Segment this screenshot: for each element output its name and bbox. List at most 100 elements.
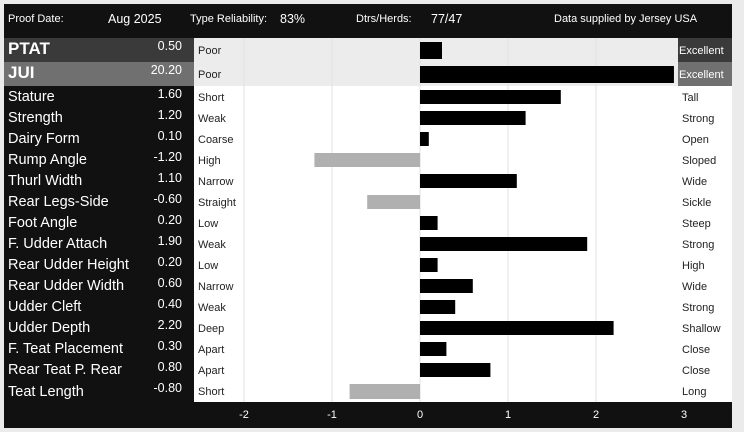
- bar-strength: [420, 111, 526, 125]
- trait-name-udder-depth: Udder Depth: [8, 320, 91, 336]
- trait-value-rear-teat-p-rear: 0.80: [157, 360, 182, 374]
- low-label-rump-angle: High: [198, 154, 221, 167]
- high-label-udder-depth: Shallow: [682, 322, 721, 335]
- trait-value-f-udder-attach: 1.90: [157, 234, 182, 248]
- high-label-dairy-form: Open: [682, 133, 709, 146]
- x-axis: -2 -1 0 1 2 3: [194, 404, 687, 428]
- high-label-rear-udder-height: High: [682, 259, 705, 272]
- low-label-rear-udder-height: Low: [198, 259, 219, 272]
- trait-name-f-teat-placement: F. Teat Placement: [8, 341, 123, 357]
- low-label-thurl-width: Narrow: [198, 175, 234, 188]
- bar-stature: [420, 90, 561, 104]
- low-label-ptat: Poor: [198, 45, 222, 57]
- x-tick-label: -2: [239, 409, 249, 421]
- reliability-value: 83%: [280, 12, 306, 26]
- trait-name-rear-teat-p-rear: Rear Teat P. Rear: [8, 362, 122, 378]
- high-label-foot-angle: Steep: [682, 217, 711, 230]
- low-label-udder-cleft: Weak: [198, 301, 226, 314]
- bar-rear-teat-p-rear: [420, 363, 491, 377]
- bar-foot-angle: [420, 216, 438, 230]
- reliability-label: Type Reliability:: [190, 13, 268, 25]
- trait-name-stature: Stature: [8, 89, 55, 105]
- trait-value-rear-udder-height: 0.20: [157, 255, 182, 269]
- trait-value-stature: 1.60: [157, 87, 182, 101]
- high-label-f-udder-attach: Strong: [682, 238, 715, 251]
- high-label-rear-udder-width: Wide: [682, 280, 708, 293]
- high-label-thurl-width: Wide: [682, 175, 708, 188]
- high-label-stature: Tall: [682, 91, 699, 104]
- low-label-rear-teat-p-rear: Apart: [198, 364, 225, 377]
- bar-rump-angle: [314, 153, 420, 167]
- trait-value-udder-depth: 2.20: [157, 318, 182, 332]
- x-tick-label: -1: [327, 409, 337, 421]
- bar-plot: [194, 38, 678, 402]
- herds-label: Dtrs/Herds:: [356, 13, 412, 25]
- proof-sheet: Proof Date: Aug 2025 Type Reliability: 8…: [4, 4, 732, 428]
- low-label-rear-udder-width: Narrow: [198, 280, 234, 293]
- trait-value-strength: 1.20: [157, 108, 182, 122]
- high-label-jui: Excellent: [679, 69, 724, 81]
- trait-value-rear-udder-width: 0.60: [157, 276, 182, 290]
- bar-f-udder-attach: [420, 237, 588, 251]
- high-label-ptat: Excellent: [679, 45, 724, 57]
- trait-name-rear-legs-side: Rear Legs-Side: [8, 194, 109, 210]
- trait-name-strength: Strength: [8, 110, 63, 126]
- trait-value-foot-angle: 0.20: [157, 213, 182, 227]
- high-label-f-teat-placement: Close: [682, 343, 711, 356]
- trait-name-jui: JUI: [8, 63, 35, 82]
- trait-value-f-teat-placement: 0.30: [157, 339, 182, 353]
- x-tick-label: 2: [592, 409, 600, 421]
- bar-rear-udder-width: [420, 279, 473, 293]
- trait-name-teat-length: Teat Length: [8, 383, 84, 400]
- bar-thurl-width: [420, 174, 517, 188]
- trait-name-rear-udder-height: Rear Udder Height: [8, 257, 129, 273]
- bar-teat-length: [349, 384, 420, 399]
- bar-jui: [420, 66, 674, 83]
- bar-f-teat-placement: [420, 342, 447, 356]
- trait-chart: Poor Poor Short Weak Coarse High Narrow Straigh…: [194, 38, 678, 402]
- low-label-f-teat-placement: Apart: [198, 343, 225, 356]
- bar-dairy-form: [420, 132, 429, 146]
- x-tick-label: 0: [416, 409, 424, 421]
- high-label-rump-angle: Sloped: [682, 154, 717, 167]
- high-label-strength: Strong: [682, 112, 715, 125]
- trait-label-background: [4, 62, 194, 86]
- x-tick-label: 1: [504, 409, 512, 421]
- low-label-teat-length: Short: [198, 386, 225, 398]
- high-label-background: [678, 62, 732, 86]
- trait-value-jui: 20.20: [150, 63, 182, 77]
- trait-name-f-udder-attach: F. Udder Attach: [8, 236, 108, 252]
- trait-value-thurl-width: 1.10: [157, 171, 182, 185]
- high-label-teat-length: Long: [682, 386, 707, 398]
- trait-value-teat-length: -0.80: [153, 381, 183, 395]
- trait-value-udder-cleft: 0.40: [157, 297, 182, 311]
- trait-name-rear-udder-width: Rear Udder Width: [8, 278, 125, 294]
- low-label-dairy-form: Coarse: [198, 133, 234, 146]
- x-tick-label: 3: [680, 409, 688, 421]
- bar-rear-udder-height: [420, 258, 438, 272]
- high-label-rear-legs-side: Sickle: [682, 196, 712, 209]
- trait-label-background: [4, 38, 194, 62]
- low-label-foot-angle: Low: [198, 217, 219, 230]
- high-label-background: [678, 38, 732, 62]
- low-label-strength: Weak: [198, 112, 226, 125]
- header-bar: Proof Date: Aug 2025 Type Reliability: 8…: [4, 4, 732, 34]
- low-label-rear-legs-side: Straight: [198, 196, 236, 209]
- trait-value-ptat: 0.50: [157, 39, 182, 53]
- trait-name-ptat: PTAT: [8, 39, 50, 58]
- bar-ptat: [420, 42, 442, 59]
- bar-udder-depth: [420, 321, 614, 335]
- trait-value-rump-angle: -1.20: [153, 150, 183, 164]
- trait-name-udder-cleft: Udder Cleft: [8, 299, 82, 315]
- trait-name-dairy-form: Dairy Form: [8, 131, 80, 147]
- trait-name-foot-angle: Foot Angle: [8, 215, 78, 231]
- high-label-rear-teat-p-rear: Close: [682, 364, 711, 377]
- high-labels-column: Excellent Excellent Tall Strong Open Sloped Wi…: [678, 38, 732, 402]
- low-label-f-udder-attach: Weak: [198, 238, 226, 251]
- low-label-jui: Poor: [198, 69, 222, 81]
- bar-rear-legs-side: [367, 195, 420, 209]
- bar-udder-cleft: [420, 300, 456, 314]
- proof-date-label: Proof Date:: [8, 13, 64, 25]
- trait-name-rump-angle: Rump Angle: [8, 152, 87, 168]
- high-label-udder-cleft: Strong: [682, 301, 715, 314]
